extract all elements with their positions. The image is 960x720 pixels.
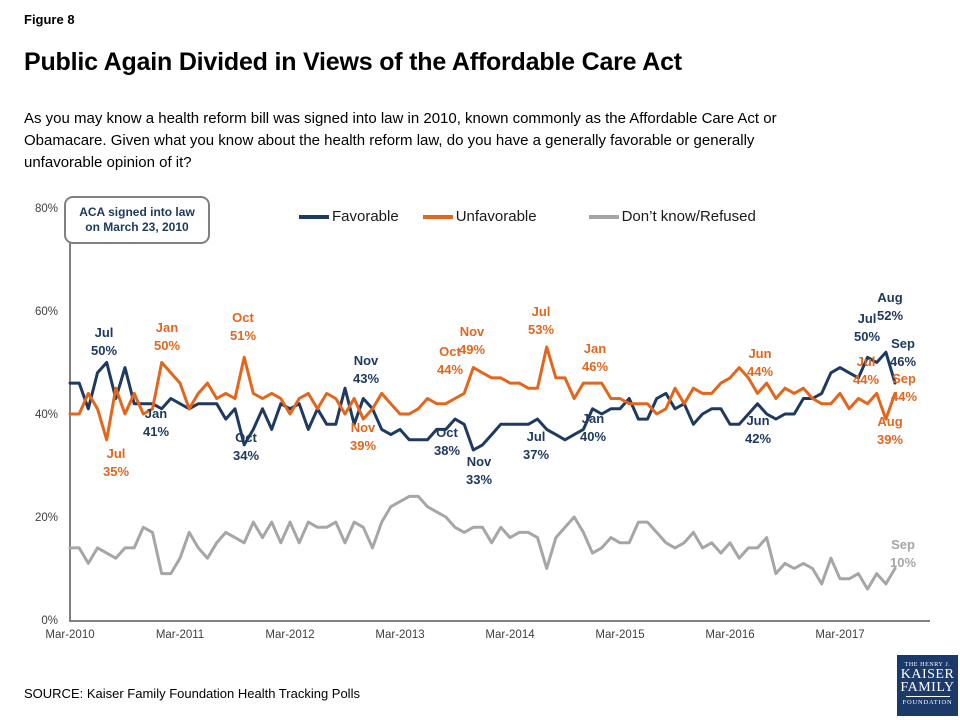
data-point-label: Jul 44% xyxy=(853,354,879,387)
x-tick-label: Mar-2015 xyxy=(595,629,644,641)
x-tick-label: Mar-2016 xyxy=(705,629,754,641)
data-point-label: Oct 38% xyxy=(434,425,460,458)
favorable-line-swatch xyxy=(299,214,329,219)
legend-label-dontknow: Don’t know/Refused xyxy=(621,208,756,225)
don-t-know-refused-line xyxy=(68,494,897,591)
data-point-label: Jan 41% xyxy=(143,406,169,439)
legend-label-favorable: Favorable xyxy=(332,208,399,225)
data-point-label: Jan 46% xyxy=(582,341,608,374)
question-line-3: unfavorable opinion of it? xyxy=(24,154,192,171)
data-point-label: Nov 49% xyxy=(459,324,485,357)
chart-legend: Favorable Unfavorable Don’t know/Refused xyxy=(299,208,756,225)
data-point-label: Jun 42% xyxy=(745,413,771,446)
data-point-label: Jan 40% xyxy=(580,411,606,444)
x-tick-label: Mar-2012 xyxy=(265,629,314,641)
figure-label: Figure 8 xyxy=(24,12,75,27)
x-tick-label: Mar-2013 xyxy=(375,629,424,641)
data-point-label: Jul 35% xyxy=(103,446,129,479)
logo-line-foundation: FOUNDATION xyxy=(902,699,953,706)
data-point-label: Jun 44% xyxy=(747,346,773,379)
aca-signed-callout: ACA signed into law on March 23, 2010 xyxy=(64,196,210,244)
data-point-label: Oct 51% xyxy=(230,310,256,343)
logo-divider xyxy=(905,696,950,697)
source-note: SOURCE: Kaiser Family Foundation Health … xyxy=(24,686,360,701)
data-point-label: Oct 34% xyxy=(233,430,259,463)
data-point-label: Oct 44% xyxy=(437,344,463,377)
y-tick-label: 60% xyxy=(35,306,58,318)
x-tick-label: Mar-2014 xyxy=(485,629,535,641)
legend-item-dontknow: Don’t know/Refused xyxy=(588,208,756,225)
data-point-label: Aug 39% xyxy=(877,414,903,447)
data-point-label: Sep 10% xyxy=(890,537,916,570)
unfavorable-line xyxy=(68,345,897,442)
logo-line-kaiser: KAISER xyxy=(900,667,955,682)
kff-foundation-logo: THE HENRY J. KAISER FAMILY FOUNDATION xyxy=(897,655,958,716)
chart-canvas: 0% 20% 40% 60% 80% Mar-2010 Mar-2011 Mar-2012 Ma… xyxy=(35,200,930,641)
data-point-label: Sep 46% xyxy=(890,336,916,369)
data-point-label: Jul 53% xyxy=(528,304,554,337)
y-tick-label: 20% xyxy=(35,512,58,524)
question-line-2: Obamacare. Given what you know about the… xyxy=(24,132,755,149)
data-point-label: Nov 39% xyxy=(350,420,376,453)
legend-label-unfavorable: Unfavorable xyxy=(455,208,537,225)
trend-chart: 0% 20% 40% 60% 80% Mar-2010 Mar-2011 Mar-2012 Ma… xyxy=(0,185,960,655)
dontknow-line-swatch xyxy=(588,214,619,219)
data-point-label: Jan 50% xyxy=(154,320,180,353)
logo-line-family: FAMILY xyxy=(900,680,955,695)
page-title: Public Again Divided in Views of the Aff… xyxy=(24,48,682,76)
x-tick-label: Mar-2017 xyxy=(815,629,864,641)
aca-callout-line-2: on March 23, 2010 xyxy=(85,220,189,234)
aca-callout-line-1: ACA signed into law xyxy=(79,205,195,219)
data-point-label: Aug 52% xyxy=(877,290,903,323)
legend-item-unfavorable: Unfavorable xyxy=(422,208,537,225)
data-point-label: Jul 50% xyxy=(854,311,880,344)
survey-question: As you may know a health reform bill was… xyxy=(24,108,777,174)
x-tick-label: Mar-2010 xyxy=(45,629,94,641)
data-point-label: Nov 43% xyxy=(353,353,379,386)
data-point-label: Nov 33% xyxy=(466,454,492,487)
logo-line-henry: THE HENRY J. xyxy=(904,662,951,668)
unfavorable-line-swatch xyxy=(422,214,453,219)
y-tick-label: 40% xyxy=(35,409,58,421)
y-tick-label: 80% xyxy=(35,203,58,215)
x-tick-label: Mar-2011 xyxy=(156,629,204,641)
data-point-label: Sep 44% xyxy=(891,371,917,404)
question-line-1: As you may know a health reform bill was… xyxy=(24,110,777,127)
y-tick-label: 0% xyxy=(41,615,58,627)
data-point-label: Jul 50% xyxy=(91,325,117,358)
legend-item-favorable: Favorable xyxy=(299,208,399,225)
favorable-line xyxy=(68,350,897,452)
data-point-label: Jul 37% xyxy=(523,429,549,462)
